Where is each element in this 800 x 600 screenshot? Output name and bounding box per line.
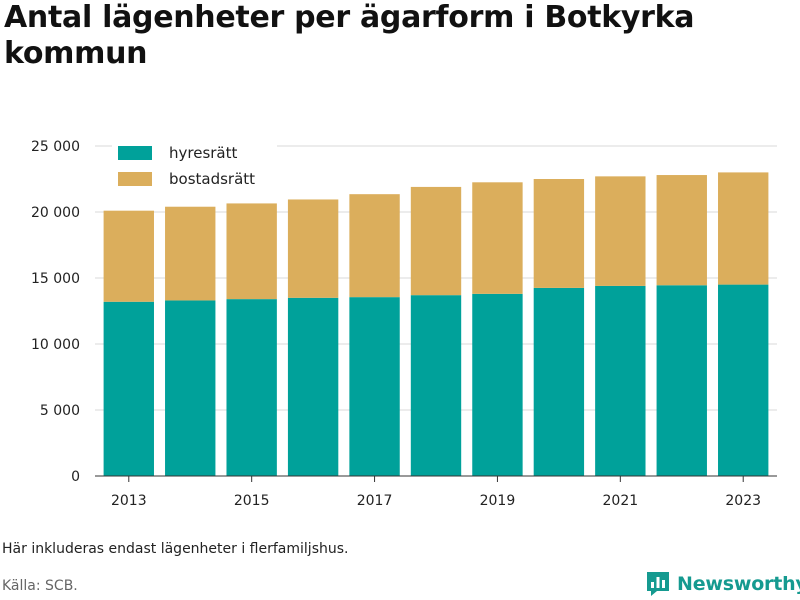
bar-hyresrätt-2015 [226,299,277,476]
source-text: Källa: SCB. [2,578,78,594]
bar-bostadsrätt-2020 [533,179,585,288]
bar-bostadsrätt-2015 [226,203,277,300]
brand-logo[interactable]: Newsworthy [645,570,800,598]
bar-hyresrätt-2020 [533,287,585,476]
bar-bostadsrätt-2023 [718,172,769,285]
legend-label-hyresrätt: hyresrätt [169,144,238,162]
x-tick-label: 2013 [111,493,147,509]
y-tick-label: 25 000 [31,139,80,155]
bar-hyresrätt-2016 [287,297,339,476]
bar-bostadsrätt-2013 [103,210,154,302]
newsworthy-logo-icon [647,572,669,596]
legend: hyresrätt bostadsrätt [112,138,277,196]
footnote: Här inkluderas endast lägenheter i flerf… [2,541,349,557]
bar-hyresrätt-2021 [595,285,646,476]
x-tick-label: 2017 [357,493,393,509]
bar-hyresrätt-2018 [410,295,462,476]
y-tick-label: 10 000 [31,337,80,353]
y-tick-label: 20 000 [31,205,80,221]
x-tick-label: 2019 [480,493,516,509]
bar-bostadsrätt-2021 [595,176,646,286]
legend-label-bostadsrätt: bostadsrätt [169,170,255,188]
bar-hyresrätt-2019 [472,293,523,476]
y-tick-label: 0 [71,469,80,485]
bar-hyresrätt-2013 [103,301,154,476]
bar-hyresrätt-2022 [656,285,707,476]
legend-swatch-hyresrätt [118,146,152,160]
bar-bostadsrätt-2014 [165,206,216,301]
legend-swatch-bostadsrätt [118,172,152,186]
bar-bostadsrätt-2019 [472,182,523,294]
bar-bostadsrätt-2022 [656,175,707,286]
bar-bostadsrätt-2016 [287,199,339,298]
bar-bostadsrätt-2017 [349,194,400,298]
x-tick-label: 2023 [725,493,761,509]
bar-hyresrätt-2014 [165,300,216,476]
brand-name: Newsworthy [677,573,800,595]
y-tick-label: 5 000 [40,403,80,419]
chart-title: Antal lägenheter per ägarform i Botkyrka… [4,0,695,71]
bar-bostadsrätt-2018 [410,186,462,296]
x-tick-label: 2015 [234,493,270,509]
stacked-bar-chart: 0 5 000 10 000 15 000 20 000 25 000 2013 2015 20… [31,138,777,509]
bar-hyresrätt-2017 [349,297,400,476]
y-tick-label: 15 000 [31,271,80,287]
x-tick-label: 2021 [603,493,639,509]
bar-hyresrätt-2023 [718,284,769,476]
